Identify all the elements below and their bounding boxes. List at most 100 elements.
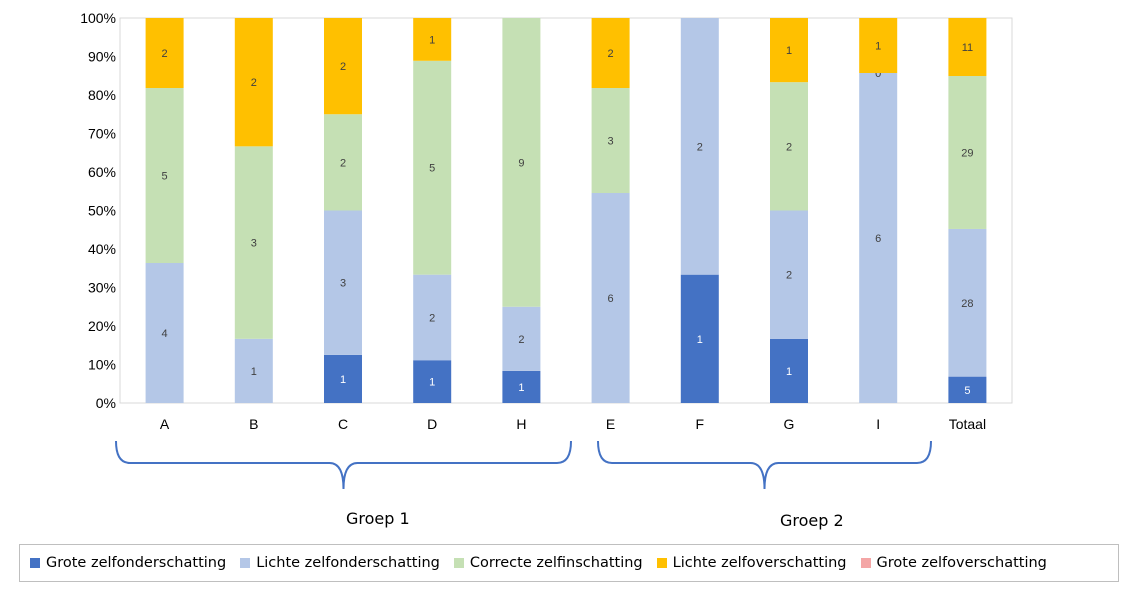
bar-segment xyxy=(502,306,541,371)
bar-segment xyxy=(770,210,808,339)
data-label: 2 xyxy=(340,61,346,73)
data-label: 6 xyxy=(875,233,881,245)
bar-segment xyxy=(145,88,184,263)
legend-item: Grote zelfonderschatting xyxy=(30,555,226,571)
bar-segment xyxy=(591,18,630,88)
bar-segment xyxy=(234,338,273,403)
bar-segment xyxy=(324,114,362,211)
data-label: 4 xyxy=(162,328,168,340)
bar-segment xyxy=(948,18,987,77)
legend-label: Lichte zelfonderschatting xyxy=(256,555,440,571)
group-brace-1 xyxy=(115,440,572,490)
x-tick-label: C xyxy=(338,416,348,432)
legend-item: Lichte zelfoverschatting xyxy=(656,555,847,571)
legend-swatch xyxy=(860,558,871,568)
data-label: 2 xyxy=(786,141,792,153)
x-tick-label: D xyxy=(427,416,437,432)
data-label: 11 xyxy=(962,42,973,54)
legend-swatch xyxy=(240,558,251,568)
legend-item: Grote zelfoverschatting xyxy=(860,555,1047,571)
bar-segment xyxy=(948,228,987,377)
data-label: 6 xyxy=(608,293,614,305)
bar-segment xyxy=(145,263,184,403)
legend-label: Correcte zelfinschatting xyxy=(469,555,643,571)
data-label: 2 xyxy=(608,48,614,60)
y-tick-label: 100% xyxy=(80,10,116,26)
x-tick-label: H xyxy=(516,416,526,432)
bar-segment xyxy=(413,18,452,61)
bar-segment xyxy=(234,146,273,339)
x-tick-label: A xyxy=(160,416,170,432)
data-label: 2 xyxy=(518,334,524,346)
y-tick-label: 10% xyxy=(88,357,116,373)
data-label: 2 xyxy=(786,270,792,282)
bar-segment xyxy=(770,338,808,403)
data-label: 0 xyxy=(875,68,881,80)
data-label: 1 xyxy=(518,382,524,394)
group-label-2: Groep 2 xyxy=(780,511,844,530)
data-label: 5 xyxy=(964,385,970,397)
data-label: 1 xyxy=(429,377,435,389)
data-label: 9 xyxy=(518,157,524,169)
y-tick-label: 20% xyxy=(88,318,116,334)
group-brace-2 xyxy=(597,440,932,490)
bar-segment xyxy=(859,73,898,403)
bar-segment xyxy=(591,88,630,193)
data-label: 1 xyxy=(251,366,257,378)
legend-swatch xyxy=(656,558,667,568)
legend-item: Correcte zelfinschatting xyxy=(453,555,643,571)
data-label: 1 xyxy=(429,34,435,46)
y-tick-label: 70% xyxy=(88,126,116,142)
bar-segment xyxy=(324,354,362,403)
data-label: 5 xyxy=(429,163,435,175)
data-label: 2 xyxy=(251,77,257,89)
legend-label: Lichte zelfoverschatting xyxy=(672,555,847,571)
x-tick-label: I xyxy=(876,416,880,432)
legend-swatch xyxy=(453,558,464,568)
y-tick-label: 40% xyxy=(88,241,116,257)
bar-segment xyxy=(502,18,541,307)
x-tick-label: F xyxy=(696,416,705,432)
legend-item: Lichte zelfonderschatting xyxy=(240,555,440,571)
bar-segment xyxy=(234,18,273,147)
data-label: 2 xyxy=(340,157,346,169)
bar-segment xyxy=(859,18,898,73)
x-tick-label: Totaal xyxy=(949,416,986,432)
data-label: 2 xyxy=(697,141,703,153)
x-tick-label: E xyxy=(606,416,615,432)
data-label: 1 xyxy=(875,41,881,53)
data-label: 2 xyxy=(429,312,435,324)
x-tick-label: G xyxy=(784,416,795,432)
group-label-1: Groep 1 xyxy=(346,509,410,528)
legend-label: Grote zelfoverschatting xyxy=(876,555,1047,571)
legend-label: Grote zelfonderschatting xyxy=(46,555,227,571)
x-tick-label: B xyxy=(249,416,258,432)
data-label: 1 xyxy=(697,334,703,346)
bar-segment xyxy=(680,18,719,275)
bar-segment xyxy=(413,274,452,361)
bar-segment xyxy=(324,210,362,355)
data-label: 3 xyxy=(340,278,346,290)
y-tick-label: 80% xyxy=(88,87,116,103)
bar-segment xyxy=(145,18,184,88)
data-label: 1 xyxy=(340,374,346,386)
y-tick-label: 90% xyxy=(88,49,116,65)
y-tick-label: 60% xyxy=(88,164,116,180)
bar-segment xyxy=(413,360,452,403)
bar-segment xyxy=(413,60,452,275)
chart-legend: Grote zelfonderschatting Lichte zelfonder… xyxy=(19,544,1119,582)
data-label: 1 xyxy=(786,45,792,57)
data-label: 5 xyxy=(162,171,168,183)
legend-swatch xyxy=(30,558,40,568)
y-tick-label: 50% xyxy=(88,203,116,219)
data-label: 29 xyxy=(961,147,973,159)
bar-segment xyxy=(948,376,987,403)
data-label: 3 xyxy=(608,136,614,148)
y-tick-label: 0% xyxy=(96,395,116,411)
plot-area xyxy=(119,17,1013,404)
data-label: 3 xyxy=(251,238,257,250)
data-label: 28 xyxy=(961,298,973,310)
data-label: 1 xyxy=(786,366,792,378)
